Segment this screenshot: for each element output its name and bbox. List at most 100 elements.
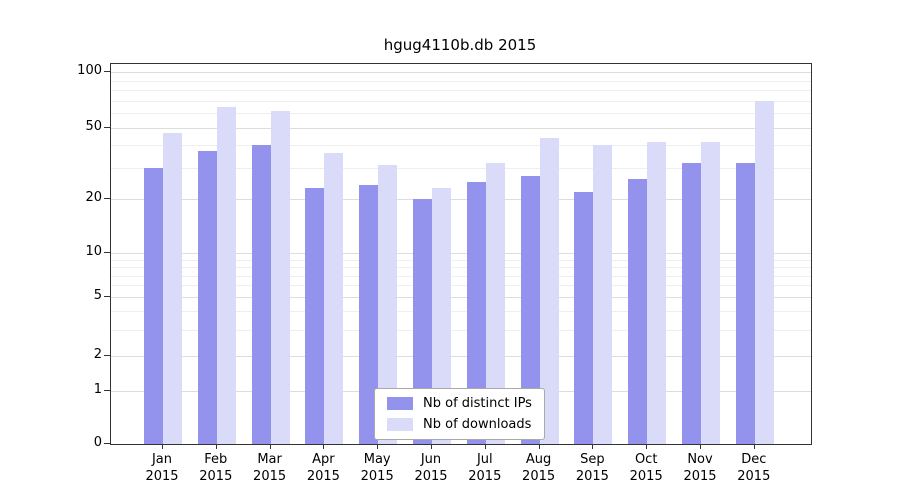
x-tick-year: 2015 [683,469,717,484]
legend: Nb of distinct IPs Nb of downloads [374,388,545,440]
x-tick-label: May 2015 [345,451,409,485]
x-tick-mark [592,444,594,449]
bar-distinct-ips [305,188,325,444]
y-tick-mark [104,390,110,391]
gridline-minor [111,167,811,169]
bar-downloads [378,165,398,444]
gridline-minor [111,329,811,331]
gridline-major [111,199,811,200]
x-tick-label: Jan 2015 [130,451,194,485]
bar-distinct-ips [359,184,379,444]
x-tick-month: Feb [204,452,228,467]
gridline-major [111,253,811,254]
bar-downloads [163,132,182,444]
x-tick-year: 2015 [468,469,502,484]
y-tick-label: 10 [85,244,102,259]
bar-distinct-ips [682,162,701,444]
x-tick-month: Jan [151,452,173,467]
x-tick-year: 2015 [522,469,556,484]
x-tick-label: Aug 2015 [507,451,571,485]
x-tick-month: Dec [741,452,767,467]
y-tick-mark [104,198,110,199]
bar-distinct-ips [197,151,217,444]
bar-distinct-ips [628,178,648,444]
gridline-minor [111,275,811,277]
x-tick-label: Oct 2015 [614,451,678,485]
legend-label: Nb of downloads [423,417,532,432]
x-tick-mark [753,444,755,449]
gridline-minor [111,90,811,92]
legend-swatch [387,418,413,431]
gridline-major [111,72,811,73]
gridline-major [111,356,811,357]
x-tick-month: Oct [634,452,658,467]
y-tick-label: 1 [93,382,102,397]
x-tick-mark [646,444,648,449]
x-tick-month: Nov [687,452,713,467]
x-tick-mark [484,444,486,449]
x-tick-label: Dec 2015 [722,451,786,485]
x-tick-year: 2015 [253,469,287,484]
x-tick-year: 2015 [145,469,179,484]
x-tick-mark [269,444,271,449]
bar-distinct-ips [520,175,540,444]
bar-downloads [647,141,667,444]
legend-item: Nb of downloads [387,417,532,432]
x-tick-month: May [363,452,391,467]
x-tick-label: Jul 2015 [453,451,517,485]
y-tick-mark [104,127,110,128]
x-tick-mark [377,444,379,449]
bar-downloads [539,137,559,444]
x-tick-year: 2015 [737,469,771,484]
x-tick-label: Nov 2015 [668,451,732,485]
x-tick-year: 2015 [360,469,394,484]
bar-downloads [270,110,290,444]
x-tick-mark [215,444,217,449]
gridline-minor [111,80,811,82]
x-tick-year: 2015 [414,469,448,484]
x-tick-label: Mar 2015 [238,451,302,485]
gridline-minor [111,285,811,287]
bar-downloads [324,153,344,444]
bar-downloads [754,100,774,444]
gridline-minor [111,259,811,261]
x-tick-month: Aug [525,452,552,467]
x-tick-label: Feb 2015 [184,451,248,485]
x-tick-label: Sep 2015 [560,451,624,485]
y-tick-label: 0 [93,435,102,450]
bar-distinct-ips [413,199,432,444]
y-tick-mark [104,71,110,72]
y-tick-label: 50 [85,119,102,134]
y-tick-mark [104,296,110,297]
y-tick-mark [104,355,110,356]
bar-downloads [432,188,451,444]
gridline-major [111,297,811,298]
bar-distinct-ips [466,181,486,444]
bar-downloads [216,106,236,444]
x-tick-mark [431,444,432,449]
y-tick-label: 2 [93,347,102,362]
gridline-minor [111,267,811,269]
gridline-minor [111,113,811,115]
legend-swatch [387,397,413,410]
y-tick-label: 20 [85,190,102,205]
bar-downloads [701,141,720,444]
x-tick-year: 2015 [199,469,233,484]
x-tick-mark [323,444,325,449]
y-tick-label: 5 [93,288,102,303]
x-tick-mark [538,444,540,449]
x-tick-year: 2015 [575,469,609,484]
plot-area [110,63,812,445]
y-tick-label: 100 [77,63,102,78]
gridline-major [111,128,811,129]
x-tick-month: Jun [420,452,442,467]
x-tick-label: Apr 2015 [291,451,355,485]
bar-downloads [593,145,613,444]
x-tick-year: 2015 [306,469,340,484]
x-tick-month: Sep [580,452,605,467]
bar-distinct-ips [144,167,163,444]
x-tick-label: Jun 2015 [399,451,463,485]
y-tick-mark [104,443,110,444]
legend-label: Nb of distinct IPs [423,396,532,411]
